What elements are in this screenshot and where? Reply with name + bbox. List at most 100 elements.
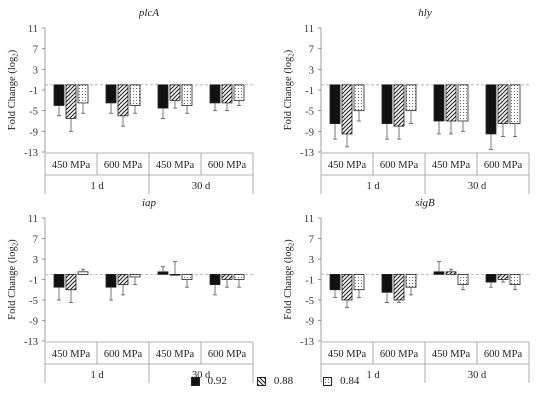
group-label: 1 d — [90, 370, 104, 381]
bar-0.92 — [157, 271, 169, 275]
y-tick-label: 3 — [33, 65, 38, 76]
bar-0.88 — [445, 271, 457, 275]
bar-0.84 — [353, 273, 365, 291]
legend-item-1: 0.88 — [256, 375, 293, 387]
bar-0.88 — [445, 84, 457, 122]
y-axis-title-subscript: 2 — [288, 242, 296, 246]
y-axis-title-subscript: 2 — [12, 242, 20, 246]
y-axis-title-subscript: 2 — [288, 53, 296, 57]
legend-swatch-diagonal — [256, 376, 266, 386]
chart-title: sigB — [415, 197, 435, 209]
category-label: 600 MPa — [380, 349, 419, 360]
y-axis-title-end: ) — [7, 49, 18, 53]
y-axis-title: Fold Change (log2) — [283, 239, 296, 320]
y-tick-label: 7 — [309, 45, 314, 56]
legend-label: 0.92 — [207, 375, 227, 387]
y-axis-title-text: Fold Change (log — [283, 56, 294, 130]
bar-0.92 — [105, 273, 117, 288]
legend-swatch-solid — [190, 376, 200, 386]
bar-0.84 — [77, 271, 89, 275]
bar-0.88 — [65, 84, 77, 119]
y-tick-label: 7 — [33, 235, 38, 246]
bar-0.88 — [65, 273, 77, 291]
bar-0.92 — [105, 84, 117, 104]
y-tick-label: 3 — [33, 255, 38, 266]
bar-0.88 — [341, 84, 353, 135]
y-tick-label: 11 — [304, 24, 314, 35]
group-label: 1 d — [366, 370, 380, 381]
bar-0.92 — [381, 273, 393, 293]
y-tick-label: -13 — [24, 148, 38, 159]
legend: 0.92 0.88 0.84 — [0, 372, 550, 390]
bar-0.92 — [433, 84, 445, 122]
chart-title: iap — [142, 197, 157, 209]
y-tick-label: -13 — [300, 148, 314, 159]
chart-panel-iap: iap 11 7 3 -1 -5 -9 -13 Fold Change (log2) 450 MP… — [7, 197, 254, 383]
y-tick-label: -5 — [29, 107, 38, 118]
y-tick-label: 3 — [309, 65, 314, 76]
bar-0.84 — [181, 273, 193, 280]
y-tick-label: -9 — [29, 127, 38, 138]
bar-0.84 — [233, 84, 245, 101]
category-label: 450 MPa — [432, 349, 471, 360]
y-axis-title: Fold Change (log2) — [7, 239, 20, 320]
category-label: 450 MPa — [432, 160, 471, 171]
bar-0.88 — [169, 273, 181, 276]
bar-0.84 — [509, 84, 521, 124]
y-tick-label: -9 — [29, 317, 38, 328]
chart-panel-plcA: plcA 11 7 3 -1 -5 -9 -13 Fold Change (log2) 450 M… — [7, 7, 254, 194]
bar-0.84 — [77, 84, 89, 104]
y-axis-title-end: ) — [7, 239, 18, 243]
bar-0.88 — [117, 84, 129, 117]
category-label: 600 MPa — [208, 349, 247, 360]
bar-0.88 — [497, 273, 509, 280]
y-tick-label: -5 — [305, 296, 314, 307]
bar-0.84 — [509, 273, 521, 286]
bar-0.84 — [353, 84, 365, 112]
bar-0.84 — [181, 84, 193, 106]
bar-0.92 — [485, 273, 497, 283]
bar-0.92 — [329, 273, 341, 291]
bar-0.84 — [233, 273, 245, 280]
y-axis-title-end: ) — [283, 239, 294, 243]
y-axis-title: Fold Change (log2) — [283, 49, 296, 130]
y-axis-title-subscript: 2 — [12, 53, 20, 57]
bar-0.92 — [157, 84, 169, 109]
chart-title: hly — [418, 7, 432, 19]
legend-item-0: 0.92 — [190, 375, 227, 387]
bar-0.84 — [457, 84, 469, 122]
chart-panel-sigB: sigB 11 7 3 -1 -5 -9 -13 Fold Change (log2) 450 M… — [283, 197, 530, 383]
y-axis-title-text: Fold Change (log — [7, 56, 18, 130]
bar-0.92 — [329, 84, 341, 124]
bar-0.88 — [169, 84, 181, 101]
category-label: 450 MPa — [156, 160, 195, 171]
y-tick-label: 3 — [309, 255, 314, 266]
y-tick-label: -13 — [24, 337, 38, 348]
y-tick-label: -1 — [305, 86, 314, 97]
bar-0.88 — [393, 84, 405, 127]
y-tick-label: 11 — [28, 24, 38, 35]
chart-panel-hly: hly 11 7 3 -1 -5 -9 -13 Fold Change (log2) 450 MP… — [283, 7, 530, 194]
category-label: 600 MPa — [208, 160, 247, 171]
group-label: 1 d — [366, 181, 380, 192]
y-tick-label: -1 — [29, 276, 38, 287]
y-tick-label: -5 — [305, 107, 314, 118]
y-tick-label: 7 — [309, 235, 314, 246]
bar-0.84 — [457, 273, 469, 286]
y-tick-label: -9 — [305, 127, 314, 138]
bar-0.84 — [129, 273, 141, 278]
y-tick-label: 11 — [304, 214, 314, 225]
group-label: 30 d — [192, 181, 211, 192]
bar-0.92 — [381, 84, 393, 124]
bar-0.88 — [341, 273, 353, 301]
y-tick-label: -5 — [29, 296, 38, 307]
y-axis-title-text: Fold Change (log — [283, 246, 294, 320]
bar-0.88 — [117, 273, 129, 286]
category-label: 600 MPa — [484, 160, 523, 171]
y-tick-label: -1 — [29, 86, 38, 97]
bar-0.92 — [53, 273, 65, 288]
category-label: 450 MPa — [328, 160, 367, 171]
category-label: 450 MPa — [52, 160, 91, 171]
group-label: 30 d — [192, 370, 211, 381]
category-label: 600 MPa — [380, 160, 419, 171]
